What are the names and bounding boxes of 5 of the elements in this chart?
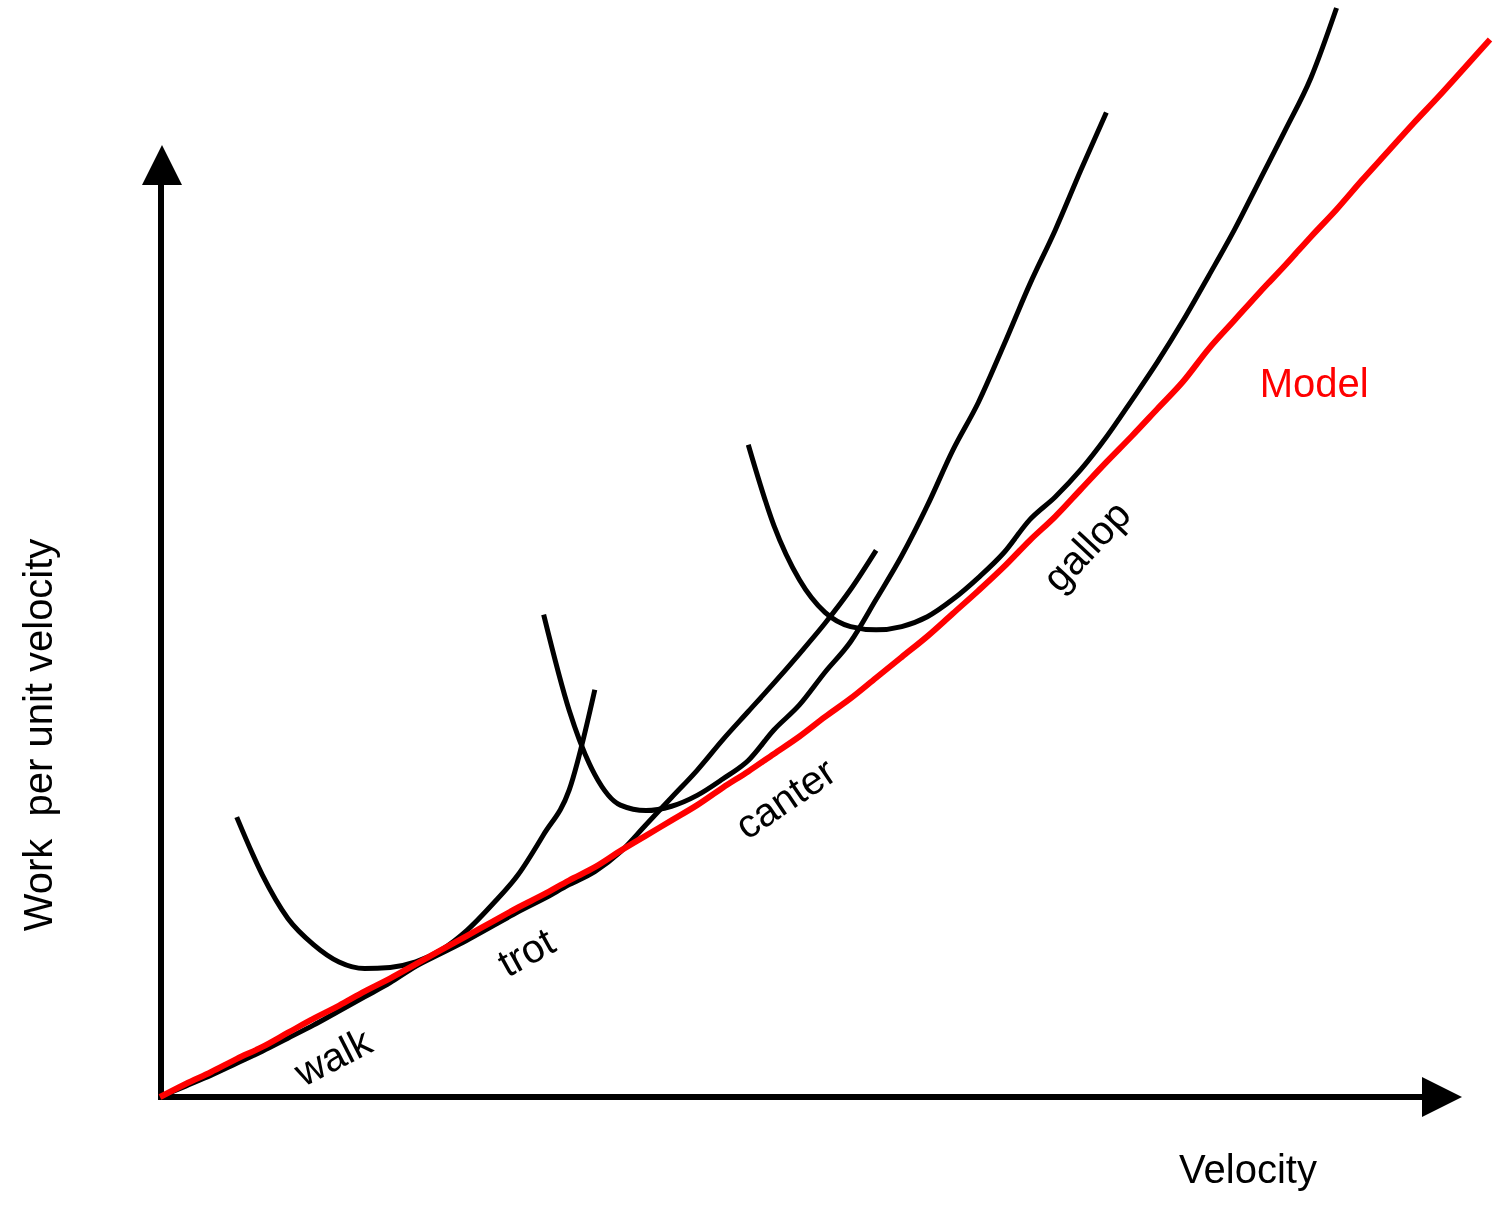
y-axis-title: Work per unit velocity xyxy=(16,538,60,932)
text: walk xyxy=(286,1018,380,1095)
series-label: Model xyxy=(1259,361,1369,406)
text: trot xyxy=(489,918,562,986)
x-axis-title: Velocity xyxy=(1179,1147,1317,1191)
